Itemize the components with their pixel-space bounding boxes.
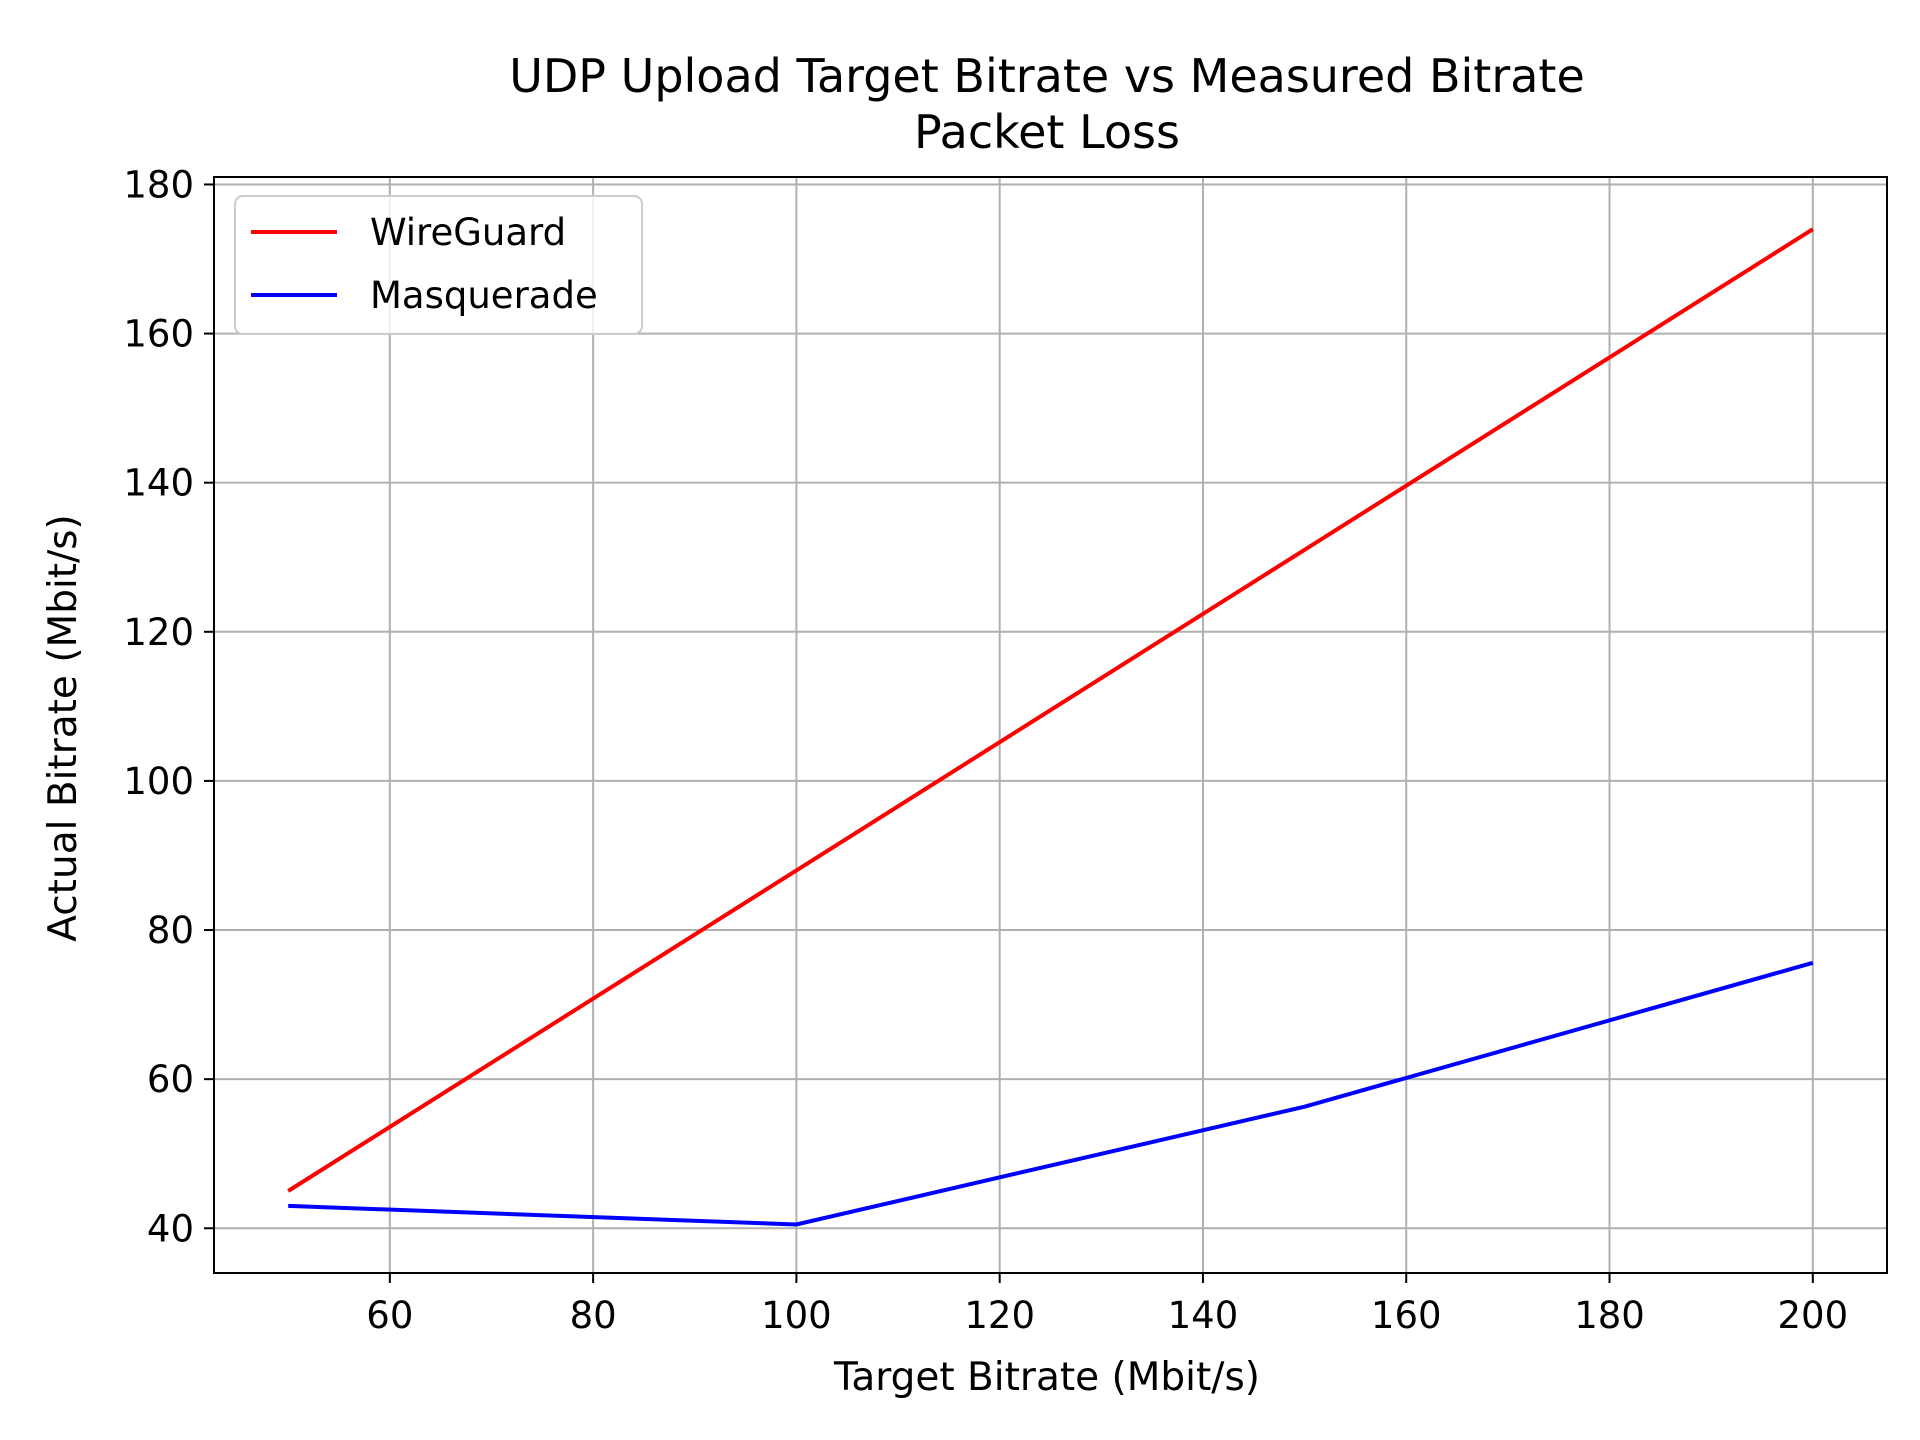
y-tick-label: 100 (123, 760, 194, 803)
legend: WireGuard Masquerade (234, 195, 643, 335)
y-tick-label: 80 (147, 909, 194, 952)
x-axis-ticks: 60 80 100 120 140 160 180 200 (366, 1273, 1848, 1337)
grid-lines (214, 177, 1887, 1273)
x-tick-label: 200 (1777, 1294, 1848, 1337)
plot-area-frame (213, 176, 1888, 1274)
x-tick-label: 100 (761, 1294, 832, 1337)
legend-label-masquerade: Masquerade (370, 274, 598, 317)
x-tick-label: 160 (1371, 1294, 1442, 1337)
chart-subtitle: Packet Loss (914, 105, 1180, 159)
x-tick-label: 140 (1168, 1294, 1239, 1337)
series-lines (287, 227, 1814, 1227)
series-line-masquerade (288, 960, 1814, 1227)
x-tick-label: 80 (570, 1294, 617, 1337)
x-tick-label: 60 (366, 1294, 413, 1337)
x-tick-label: 180 (1574, 1294, 1645, 1337)
y-axis-label: Actual Bitrate (Mbit/s) (41, 514, 86, 942)
legend-label-wireguard: WireGuard (370, 211, 566, 254)
y-tick-label: 180 (123, 163, 194, 206)
x-tick-label: 120 (964, 1294, 1035, 1337)
series-line-wireguard (287, 227, 1814, 1193)
y-tick-label: 120 (123, 611, 194, 654)
y-tick-label: 40 (147, 1207, 194, 1250)
y-tick-label: 140 (123, 462, 194, 505)
y-tick-label: 60 (147, 1058, 194, 1101)
y-axis-ticks: 40 60 80 100 120 140 160 180 (123, 163, 214, 1250)
chart-title: UDP Upload Target Bitrate vs Measured Bi… (509, 49, 1585, 103)
y-tick-label: 160 (123, 313, 194, 356)
x-axis-label: Target Bitrate (Mbit/s) (833, 1355, 1260, 1400)
